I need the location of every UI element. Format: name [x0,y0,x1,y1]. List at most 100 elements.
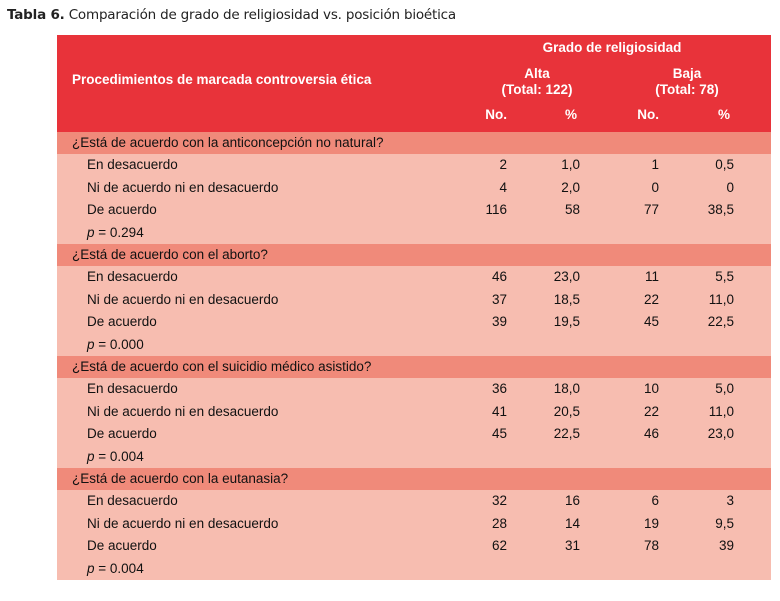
cell-alta-no: 4 [499,179,507,195]
cell-baja-pct: 11,0 [708,291,734,307]
cell-baja-no: 1 [651,157,659,172]
cell-baja-no: 10 [643,381,659,396]
baja-total: (Total: 78) [655,82,719,97]
p-number: = 0.004 [98,560,144,576]
p-symbol: p [87,224,95,240]
table-row: En desacuerdo 36 18,0 10 5,0 [57,378,771,401]
p-value: p = 0.004 [87,449,144,464]
cell-baja-no: 46 [643,426,659,441]
table-row: Ni de acuerdo ni en desacuerdo 37 18,5 22 11… [57,289,771,312]
row-label-header: Procedimientos de marcada controversia é… [72,72,372,87]
cell-alta-no: 41 [491,403,507,419]
cell-alta-pct: 2,0 [561,179,580,195]
p-value-row: p = 0.004 [57,558,771,581]
section-rows: En desacuerdo 32 16 6 3 Ni de acuerdo ni en d… [57,490,771,580]
table-row: Ni de acuerdo ni en desacuerdo 4 2,0 0 0 [57,177,771,200]
table-row: De acuerdo 45 22,5 46 23,0 [57,423,771,446]
baja-header: Baja [672,66,702,81]
cell-alta-pct: 1,0 [561,157,580,172]
cell-baja-pct: 0,5 [715,157,734,172]
cell-baja-pct: 9,5 [715,515,734,531]
p-value-row: p = 0.294 [57,222,771,245]
table-row: Ni de acuerdo ni en desacuerdo 28 14 19 9,5 [57,513,771,536]
cell-alta-no: 45 [491,426,507,441]
cell-baja-pct: 23,0 [707,426,734,441]
cell-baja-no: 78 [643,538,659,553]
cell-alta-no: 62 [491,538,507,553]
table-row: De acuerdo 62 31 78 39 [57,535,771,558]
col-no-alta: No. [485,107,507,122]
p-value-row: p = 0.004 [57,446,771,469]
p-symbol: p [87,336,95,352]
cell-alta-no: 2 [499,157,507,172]
p-value: p = 0.294 [87,225,144,240]
cell-baja-pct: 5,0 [715,381,734,396]
row-label: Ni de acuerdo ni en desacuerdo [87,291,279,307]
section-rows: En desacuerdo 46 23,0 11 5,5 Ni de acuerdo ni… [57,266,771,356]
cell-baja-pct: 39 [718,538,734,553]
table-row: En desacuerdo 2 1,0 1 0,5 [57,154,771,177]
section-question: ¿Está de acuerdo con la anticoncepción n… [57,132,771,154]
table-title: Comparación de grado de religiosidad vs.… [68,7,456,23]
alta-total: (Total: 122) [501,82,573,97]
section-rows: En desacuerdo 2 1,0 1 0,5 Ni de acuerdo ni en… [57,154,771,244]
cell-baja-pct: 38,5 [707,202,734,217]
row-label: En desacuerdo [87,381,178,396]
table-row: De acuerdo 39 19,5 45 22,5 [57,311,771,334]
cell-alta-pct: 31 [564,538,580,553]
section-question: ¿Está de acuerdo con el aborto? [57,244,771,266]
alta-header: Alta [524,66,550,81]
row-label: De acuerdo [87,314,157,329]
row-label: En desacuerdo [87,493,178,508]
cell-alta-no: 46 [491,269,507,284]
data-table: Grado de religiosidad Procedimientos de … [57,35,771,580]
cell-alta-pct: 16 [564,493,580,508]
table-header: Grado de religiosidad Procedimientos de … [57,35,771,132]
section-rows: En desacuerdo 36 18,0 10 5,0 Ni de acuerdo ni… [57,378,771,468]
cell-baja-no: 11 [644,269,659,284]
table-number: Tabla 6. [7,7,65,23]
table-row: De acuerdo 116 58 77 38,5 [57,199,771,222]
table-body: ¿Está de acuerdo con la anticoncepción n… [57,132,771,580]
cell-alta-no: 116 [485,202,507,217]
cell-alta-no: 28 [491,515,507,531]
cell-baja-no: 22 [643,291,659,307]
table-row: En desacuerdo 32 16 6 3 [57,490,771,513]
cell-alta-pct: 18,0 [553,381,580,396]
cell-baja-pct: 11,0 [708,403,734,419]
p-number: = 0.294 [98,224,144,240]
cell-alta-no: 39 [491,314,507,329]
p-symbol: p [87,560,95,576]
row-label: Ni de acuerdo ni en desacuerdo [87,179,279,195]
col-pct-baja: % [717,107,730,122]
col-pct-alta: % [564,107,577,122]
cell-alta-pct: 20,5 [553,403,580,419]
cell-baja-pct: 5,5 [715,269,734,284]
cell-alta-pct: 19,5 [553,314,580,329]
table-row: En desacuerdo 46 23,0 11 5,5 [57,266,771,289]
p-symbol: p [87,448,95,464]
cell-baja-pct: 0 [726,179,734,195]
cell-baja-no: 45 [643,314,659,329]
cell-alta-pct: 22,5 [553,426,580,441]
row-label: De acuerdo [87,426,157,441]
row-label: De acuerdo [87,202,157,217]
cell-alta-pct: 23,0 [553,269,580,284]
row-label: De acuerdo [87,538,157,553]
section-question: ¿Está de acuerdo con el suicidio médico … [57,356,771,378]
col-no-baja: No. [637,107,659,122]
table-row: Ni de acuerdo ni en desacuerdo 41 20,5 22 11… [57,401,771,424]
p-value: p = 0.004 [87,561,144,576]
table-caption: Tabla 6. Comparación de grado de religio… [7,7,456,23]
cell-baja-no: 0 [651,179,659,195]
p-value-row: p = 0.000 [57,334,771,357]
cell-baja-no: 77 [643,202,659,217]
cell-alta-no: 37 [491,291,507,307]
cell-baja-no: 6 [651,493,659,508]
row-label: Ni de acuerdo ni en desacuerdo [87,515,279,531]
row-label: Ni de acuerdo ni en desacuerdo [87,403,279,419]
row-label: En desacuerdo [87,157,178,172]
cell-baja-pct: 22,5 [707,314,734,329]
cell-alta-pct: 14 [564,515,580,531]
p-number: = 0.004 [98,448,144,464]
